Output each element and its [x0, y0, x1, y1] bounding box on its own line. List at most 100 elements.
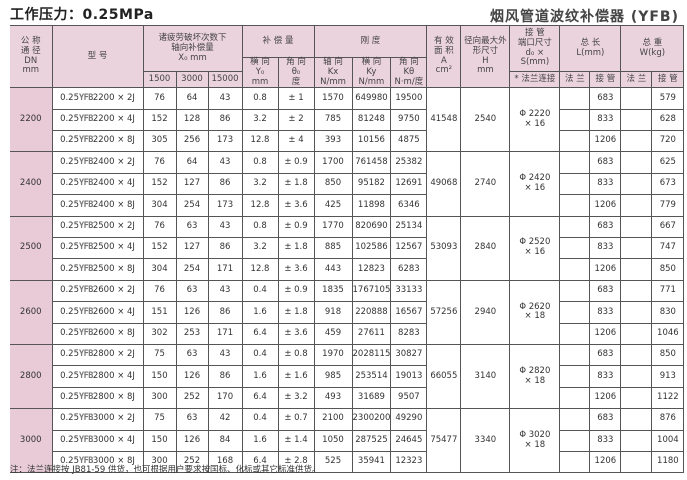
ktheta-cell: 16567 — [390, 301, 428, 324]
axial-1500-cell: 150 — [142, 365, 177, 388]
kx-cell: 425 — [313, 194, 353, 217]
outer-dimension-cell: 2540 — [460, 87, 511, 153]
axial-1500-cell: 151 — [142, 301, 177, 324]
axial-1500-cell: 150 — [142, 429, 177, 452]
kx-cell: 393 — [313, 130, 353, 153]
lateral-cell: 0.8 — [241, 215, 279, 239]
table-row: 0.25YFB2800 × 4J 150 126 86 1.6 ± 1.6 985 25351… — [10, 365, 685, 388]
axial-3000-cell: 252 — [175, 386, 209, 410]
weight-pipe-cell: 1004 — [651, 429, 685, 452]
ktheta-cell: 30827 — [390, 343, 428, 367]
lateral-cell: 1.6 — [241, 301, 279, 324]
weight-pipe-cell: 779 — [651, 194, 685, 217]
ky-cell: 287525 — [351, 429, 392, 452]
model-yfb: YFB — [79, 306, 93, 317]
ky-cell: 11898 — [351, 194, 392, 217]
model-prefix: 0.25 — [60, 413, 79, 424]
length-pipe-cell: 833 — [589, 365, 622, 388]
table-row: 2200 0.25YFB2200 × 2J 76 64 43 0.8 ± 1 1570 6499… — [10, 87, 685, 153]
ky-cell: 220888 — [351, 301, 392, 324]
outer-dimension-cell: 2840 — [460, 215, 511, 281]
model-prefix: 0.25 — [60, 178, 79, 189]
length-flange-cell — [559, 194, 591, 217]
model-prefix: 0.25 — [60, 370, 79, 381]
length-pipe-cell: 833 — [589, 429, 622, 452]
weight-flange-cell — [620, 87, 653, 110]
table-row: 0.25YFB2400 × 8J 304 254 173 12.8 ± 3.6 425 118… — [10, 194, 685, 217]
model-yfb: YFB — [79, 92, 93, 103]
weight-flange-cell — [620, 343, 653, 367]
axial-15000-cell: 86 — [207, 301, 243, 324]
weight-pipe-cell: 628 — [651, 108, 685, 132]
kx-cell: 2100 — [313, 408, 353, 431]
model-suffix: 2600 × 2J — [92, 285, 135, 296]
weight-pipe-cell: 1180 — [651, 450, 685, 474]
weight-flange-cell — [620, 258, 653, 281]
model-yfb: YFB — [79, 285, 93, 296]
axial-1500-cell: 152 — [142, 237, 177, 260]
axial-3000-cell: 64 — [175, 151, 209, 174]
model-suffix: 2500 × 4J — [92, 242, 135, 253]
length-pipe-cell: 833 — [589, 237, 622, 260]
ky-cell: 35941 — [351, 450, 392, 474]
model-suffix: 2200 × 8J — [92, 135, 135, 146]
outer-dimension-cell: 3340 — [460, 408, 511, 474]
dn-cell: 2500 — [10, 215, 53, 281]
dn-cell: 2600 — [10, 279, 53, 345]
header-flange-connection: * 法兰连接 — [509, 71, 561, 89]
header-cycles-3000: 3000 — [175, 71, 209, 89]
ky-cell: 12823 — [351, 258, 392, 281]
dn-cell: 2800 — [10, 343, 53, 410]
model-suffix: 2500 × 2J — [92, 220, 135, 231]
area-cell: 57256 — [426, 279, 462, 345]
weight-flange-cell — [620, 237, 653, 260]
compensator-spec-table: 公 称通 径 DN mm 型 号 诸疲劳破坏次数下 轴向补偿量 X₀ mm 补 偿 量 … — [10, 24, 685, 474]
lateral-cell: 3.2 — [241, 172, 279, 196]
weight-pipe-cell: 720 — [651, 130, 685, 153]
model-cell: 0.25YFB2500 × 2J — [51, 215, 144, 239]
axial-1500-cell: 304 — [142, 258, 177, 281]
weight-flange-cell — [620, 365, 653, 388]
axial-15000-cell: 86 — [207, 237, 243, 260]
ktheta-cell: 12691 — [390, 172, 428, 196]
ktheta-cell: 24645 — [390, 429, 428, 452]
length-pipe-cell: 683 — [589, 343, 622, 367]
length-flange-cell — [559, 237, 591, 260]
area-cell: 41548 — [426, 87, 462, 153]
model-cell: 0.25YFB2800 × 4J — [51, 365, 144, 388]
axial-15000-cell: 86 — [207, 172, 243, 196]
angular-cell: ± 1.8 — [277, 172, 315, 196]
axial-15000-cell: 86 — [207, 365, 243, 388]
axial-3000-cell: 253 — [175, 322, 209, 345]
model-cell: 0.25YFB3000 × 4J — [51, 429, 144, 452]
ktheta-cell: 49290 — [390, 408, 428, 431]
ky-cell: 649980 — [351, 87, 392, 110]
table-row: 0.25YFB2400 × 4J 152 127 86 3.2 ± 1.8 850 95182… — [10, 172, 685, 196]
model-suffix: 3000 × 8J — [92, 456, 135, 467]
model-prefix: 0.25 — [60, 135, 79, 146]
length-flange-cell — [559, 108, 591, 132]
angular-cell: ± 1.8 — [277, 237, 315, 260]
ktheta-cell: 8283 — [390, 322, 428, 345]
model-suffix: 2800 × 2J — [92, 349, 135, 360]
kx-cell: 1770 — [313, 215, 353, 239]
axial-15000-cell: 43 — [207, 215, 243, 239]
axial-3000-cell: 254 — [175, 258, 209, 281]
model-cell: 0.25YFB3000 × 8J — [51, 450, 144, 474]
header-model: 型 号 — [51, 24, 144, 89]
angular-cell: ± 1.8 — [277, 301, 315, 324]
axial-1500-cell: 302 — [142, 322, 177, 345]
weight-pipe-cell: 850 — [651, 258, 685, 281]
model-suffix: 2600 × 8J — [92, 327, 135, 338]
weight-flange-cell — [620, 386, 653, 410]
model-yfb: YFB — [79, 199, 93, 210]
angular-cell: ± 0.7 — [277, 408, 315, 431]
header-weight-flange: 法 兰 — [620, 71, 653, 89]
model-cell: 0.25YFB2400 × 4J — [51, 172, 144, 196]
model-prefix: 0.25 — [60, 456, 79, 467]
header-pipe-end: 接 管端口尺寸 d₀ × S(mm) — [509, 24, 561, 73]
angular-cell: ± 0.8 — [277, 343, 315, 367]
lateral-cell: 6.4 — [241, 386, 279, 410]
model-prefix: 0.25 — [60, 327, 79, 338]
model-yfb: YFB — [79, 114, 93, 124]
